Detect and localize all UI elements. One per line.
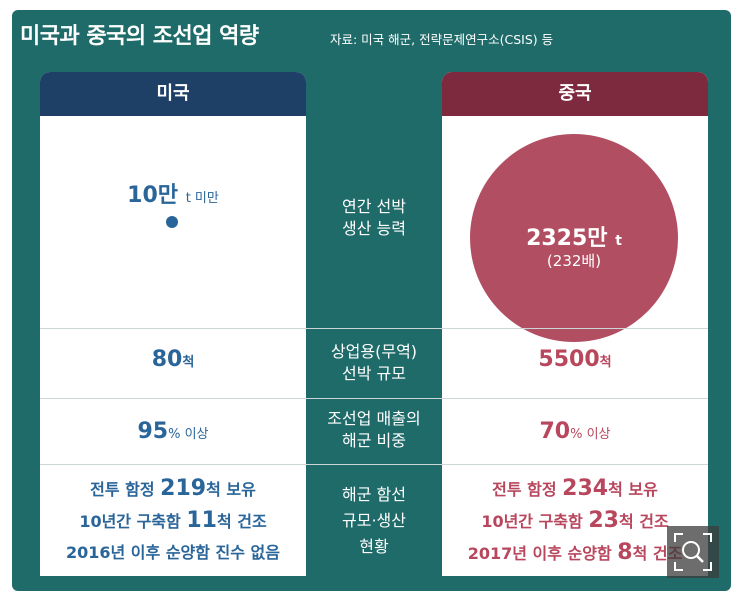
row-label-capacity: 연간 선박 생산 능력 [306,196,442,240]
zoom-button[interactable] [667,526,719,578]
us-navy-3-pre: 2016년 이후 순양함 진수 없음 [65,543,280,562]
us-header: 미국 [40,72,306,116]
row-divider [40,464,708,465]
cn-navy-3-num: 8 [617,540,633,565]
us-navy-2-post: 척 건조 [216,512,267,531]
cn-navy-3-pre: 2017년 이후 순양함 [467,544,618,563]
cn-navy-2-post: 척 건조 [618,512,669,531]
row-label-fleet: 상업용(무역) 선박 규모 [306,341,442,385]
cn-capacity-ratio: (232배) [546,252,602,270]
us-navy-1-pre: 전투 함정 [90,480,161,499]
row-label-share-1: 조선업 매출의 [327,409,421,428]
us-share-value: 95% 이상 [40,419,306,444]
us-navy-line-2: 10년간 구축함 11척 건조 [40,506,306,537]
row-label-navy-3: 현황 [359,537,389,556]
cn-capacity-value: 2325만 t [470,220,678,252]
us-share-unit: % 이상 [168,427,209,442]
row-divider [40,328,708,329]
us-navy-2-num: 11 [186,508,217,533]
cn-navy-2-pre: 10년간 구축함 [481,512,589,531]
cn-share-value: 70% 이상 [442,419,708,444]
us-navy-1-num: 219 [160,476,207,501]
cn-fleet-value: 5500척 [442,347,708,372]
us-fleet-unit: 척 [182,355,195,370]
us-capacity-dot [166,216,178,228]
cn-navy-1-num: 234 [562,476,609,501]
cn-fleet-number: 5500 [538,347,600,372]
us-navy-line-3: 2016년 이후 순양함 진수 없음 [40,538,306,568]
us-fleet-number: 80 [151,347,183,372]
page-title: 미국과 중국의 조선업 역량 [20,24,259,49]
cn-share-unit: % 이상 [570,427,611,442]
us-share-number: 95 [137,419,169,444]
cn-navy-line-1: 전투 함정 234척 보유 [442,474,708,505]
us-navy-1-post: 척 보유 [206,480,256,499]
row-label-fleet-1: 상업용(무역) [330,342,418,361]
cn-capacity-bubble: 2325만 t (232배) [470,134,678,342]
source-note: 자료: 미국 해군, 전략문제연구소(CSIS) 등 [330,32,554,47]
us-navy-line-1: 전투 함정 219척 보유 [40,474,306,505]
cn-column: 중국 2325만 t (232배) 5500척 70% 이상 전투 함정 234… [442,72,708,576]
cn-navy-line-2: 10년간 구축함 23척 건조 [442,506,708,537]
cn-capacity-number: 2325만 [526,226,608,251]
cn-navy-1-pre: 전투 함정 [492,480,563,499]
cn-navy-2-num: 23 [588,508,619,533]
row-label-capacity-2: 생산 능력 [342,219,406,238]
us-capacity-unit: t 미만 [185,191,219,206]
cn-navy-1-post: 척 보유 [608,480,658,499]
row-divider [40,398,708,399]
us-capacity-value: 10만 t 미만 [40,177,306,209]
row-label-share: 조선업 매출의 해군 비중 [306,408,442,452]
row-label-navy: 해군 함선 규모·생산 현황 [306,482,442,560]
row-label-navy-1: 해군 함선 [342,485,406,504]
row-label-share-2: 해군 비중 [342,431,406,450]
cn-share-number: 70 [539,419,571,444]
zoom-icon [674,533,712,571]
row-label-navy-2: 규모·생산 [342,511,406,530]
cn-header: 중국 [442,72,708,116]
cn-fleet-unit: 척 [599,355,612,370]
cn-capacity-unit: t [615,233,622,249]
row-label-capacity-1: 연간 선박 [342,197,406,216]
us-fleet-value: 80척 [40,347,306,372]
us-capacity-number: 10만 [127,183,179,208]
us-column: 미국 10만 t 미만 80척 95% 이상 전투 함정 219척 보유 10년… [40,72,306,576]
us-navy-2-pre: 10년간 구축함 [79,512,187,531]
row-label-fleet-2: 선박 규모 [342,364,406,383]
